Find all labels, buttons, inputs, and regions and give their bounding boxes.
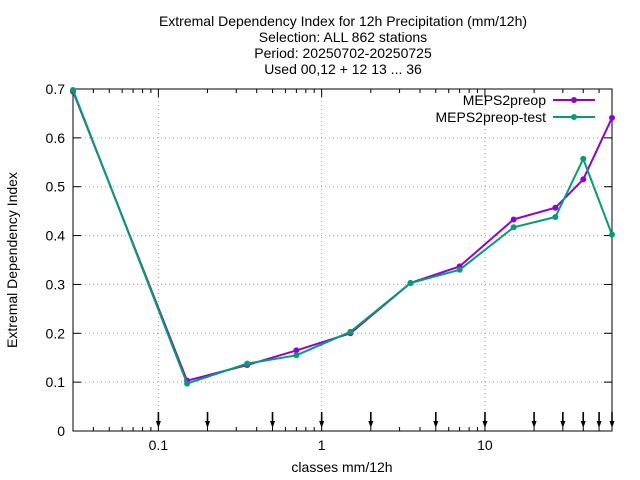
y-tick-label: 0	[57, 423, 65, 439]
x-tick-label: 1	[318, 437, 326, 453]
threshold-arrow-head	[368, 421, 374, 428]
series-2-point	[510, 224, 517, 231]
y-axis-label: Extremal Dependency Index	[4, 172, 20, 348]
legend-marker-2	[571, 114, 577, 120]
y-tick-label: 0.4	[46, 228, 66, 244]
series-2-point	[552, 214, 559, 221]
series-1-point	[510, 216, 517, 223]
threshold-arrow-head	[580, 421, 586, 428]
series-1-point	[580, 176, 587, 183]
grid	[73, 89, 612, 431]
axis-ticks: 0 0.1 0.2 0.3 0.4 0.5 0.6 0.7 0.1 1 10	[46, 81, 613, 453]
series-1-point	[293, 347, 300, 354]
threshold-arrows	[155, 412, 615, 428]
series-2-point	[184, 380, 191, 387]
title-line-4: Used 00,12 + 12 13 ... 36	[264, 61, 422, 77]
y-tick-label: 0.5	[46, 179, 66, 195]
series-2-point	[609, 231, 615, 238]
threshold-arrow-head	[609, 421, 615, 428]
x-tick-label: 0.1	[149, 437, 169, 453]
title-line-1: Extremal Dependency Index for 12h Precip…	[159, 13, 527, 29]
series-1-point	[609, 114, 615, 121]
threshold-arrow-head	[433, 421, 439, 428]
series-2-point	[70, 86, 76, 93]
y-tick-label: 0.2	[46, 325, 66, 341]
threshold-arrow-head	[560, 421, 566, 428]
series-line-2	[72, 89, 613, 385]
threshold-arrow-head	[319, 421, 325, 428]
title-line-2: Selection: ALL 862 stations	[259, 29, 427, 45]
x-axis-label: classes mm/12h	[291, 459, 392, 475]
series-2-point	[407, 279, 414, 286]
y-tick-label: 0.1	[46, 374, 66, 390]
x-tick-label: 10	[477, 437, 493, 453]
y-tick-label: 0.7	[46, 81, 66, 97]
chart-title: Extremal Dependency Index for 12h Precip…	[159, 13, 527, 77]
legend-label-1: MEPS2preop	[463, 92, 546, 108]
threshold-arrow-head	[155, 421, 161, 428]
threshold-arrow-head	[596, 421, 602, 428]
threshold-arrow-head	[205, 421, 211, 428]
y-tick-label: 0.3	[46, 276, 66, 292]
plot-frame	[72, 88, 613, 432]
legend-marker-1	[571, 97, 577, 103]
threshold-arrow-head	[482, 421, 488, 428]
legend: MEPS2preop MEPS2preop-test	[436, 92, 595, 125]
series-lines	[70, 86, 615, 387]
series-2-point	[580, 155, 587, 162]
threshold-arrow-head	[531, 421, 537, 428]
threshold-arrow-head	[270, 421, 276, 428]
series-1-point	[552, 204, 559, 211]
series-2-point	[347, 328, 354, 335]
series-2-point	[293, 352, 300, 359]
series-2-point	[456, 266, 463, 273]
title-line-3: Period: 20250702-20250725	[254, 45, 432, 61]
y-tick-label: 0.6	[46, 130, 66, 146]
legend-label-2: MEPS2preop-test	[436, 109, 547, 125]
series-2-point	[244, 360, 251, 367]
